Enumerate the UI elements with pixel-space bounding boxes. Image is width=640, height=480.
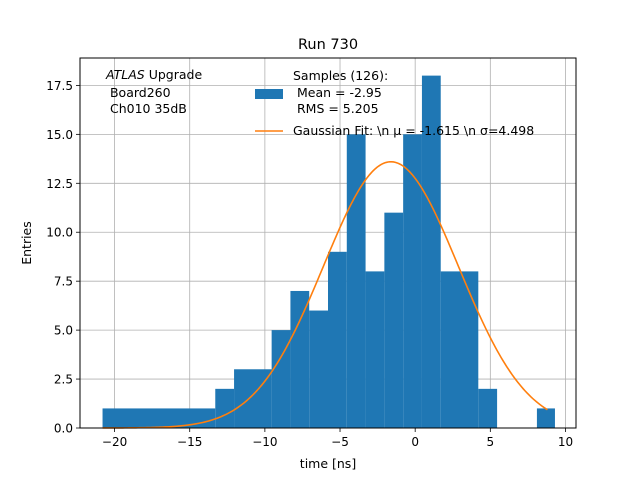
x-tick-label: 10 [558, 435, 573, 449]
histogram-bar [309, 310, 328, 428]
x-tick-label: 5 [487, 435, 495, 449]
y-tick-label: 12.5 [46, 177, 73, 191]
histogram-bar [440, 271, 479, 428]
histogram-bar [102, 408, 216, 428]
chart-title: Run 730 [298, 37, 358, 53]
histogram-bars [102, 75, 555, 428]
y-tick-label: 10.0 [46, 226, 73, 240]
plot-frame [79, 57, 577, 429]
legend: Samples (126): Mean = -2.95 RMS = 5.205 … [255, 68, 534, 138]
y-tick-label: 17.5 [46, 79, 73, 93]
legend-hist-label-line-2: Mean = -2.95 [293, 85, 382, 100]
histogram-bar [365, 271, 385, 428]
histogram-bar [234, 369, 272, 428]
y-axis-label: Entries [19, 221, 34, 265]
x-tick-label: −5 [331, 435, 349, 449]
y-axis-ticks: 0.0 2.5 5.0 7.5 10.0 12.5 15.0 17.5 [46, 79, 80, 436]
y-tick-label: 7.5 [54, 275, 73, 289]
x-tick-label: −15 [177, 435, 202, 449]
legend-hist-swatch [255, 89, 283, 99]
annotation-line-1: ATLAS Upgrade [105, 67, 202, 82]
annotation-line-2: Board260 [106, 85, 171, 100]
x-tick-label: 0 [411, 435, 419, 449]
x-tick-label: −20 [102, 435, 127, 449]
x-tick-label: −10 [252, 435, 277, 449]
y-tick-label: 5.0 [54, 324, 73, 338]
histogram-bar [346, 134, 366, 428]
atlas-annotation: ATLAS Upgrade Board260 Ch010 35dB [105, 67, 202, 116]
histogram-bar [478, 388, 498, 428]
legend-hist-label-line-1: Samples (126): [293, 68, 388, 83]
x-axis-label: time [ns] [300, 456, 356, 471]
fit-curve-layer [102, 160, 548, 429]
histogram-bar [215, 388, 235, 428]
y-tick-label: 2.5 [54, 373, 73, 387]
histogram-bar [271, 330, 291, 428]
x-axis-ticks: −20 −15 −10 −5 0 5 10 [102, 428, 573, 449]
histogram-bar [403, 134, 422, 428]
histogram-bar [290, 290, 310, 428]
gaussian-fit-curve [102, 160, 548, 429]
annotation-line-3: Ch010 35dB [106, 101, 187, 116]
y-tick-label: 15.0 [46, 128, 73, 142]
histogram-bar [328, 251, 347, 428]
histogram-bar [536, 408, 555, 428]
legend-fit-label: Gaussian Fit: \n μ = -1.615 \n σ=4.498 [293, 123, 534, 138]
legend-hist-label-line-3: RMS = 5.205 [293, 101, 379, 116]
histogram-bar [421, 75, 441, 428]
y-tick-label: 0.0 [54, 422, 73, 436]
histogram-bar [384, 212, 404, 428]
